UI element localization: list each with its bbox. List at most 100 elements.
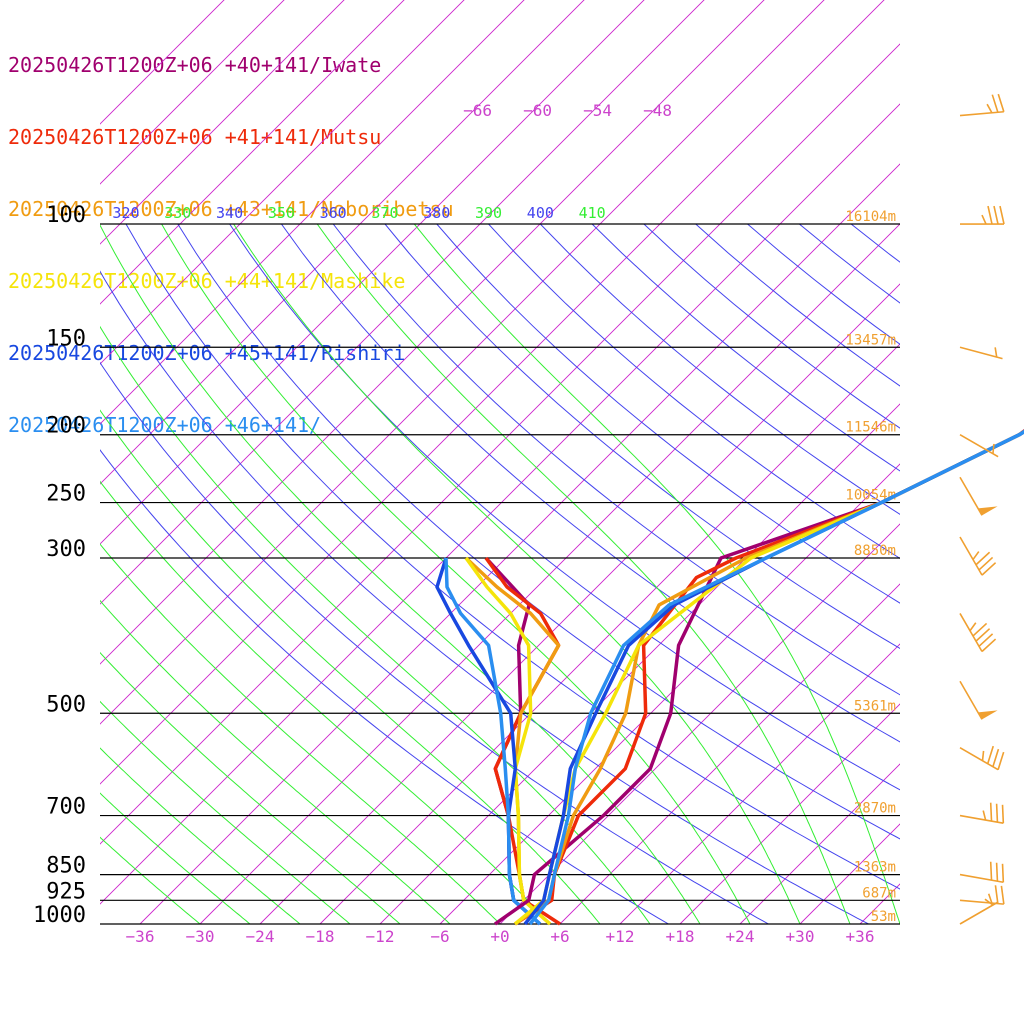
height-label: 53m	[871, 909, 896, 925]
isotherm-top-label: −60	[523, 101, 552, 120]
axis-labels: 100 16104m 150 13457m 200 11546m 250 10054m 300 8…	[33, 101, 896, 946]
isotherm-top-label: −66	[463, 101, 492, 120]
chart-legend: 20250426T1200Z+06 +40+141/Iwate 20250426…	[8, 5, 454, 461]
dewpoint-line	[464, 556, 552, 926]
temperature-tick-label: +24	[726, 927, 755, 946]
legend-entry-mutsu: 20250426T1200Z+06 +41+141/Mutsu	[8, 125, 382, 149]
isotherm-line	[100, 0, 345, 245]
pressure-tick-label: 300	[46, 537, 86, 562]
wind-barbs	[959, 93, 1005, 925]
isotherm-line	[679, 703, 900, 924]
temperature-line	[514, 429, 1024, 926]
dewpoint-line	[444, 557, 542, 926]
isotherm-top-label: −54	[583, 101, 612, 120]
wind-barb	[959, 93, 1005, 117]
wind-barb	[959, 536, 997, 576]
theta-label: 370	[371, 204, 398, 222]
temperature-tick-label: +30	[786, 927, 815, 946]
temperature-tick-label: +6	[550, 927, 569, 946]
isotherm-line	[259, 283, 900, 924]
moist-adiabat-line	[100, 836, 201, 924]
isotherm-line	[100, 0, 465, 365]
isotherm-line	[559, 583, 900, 924]
temperature-tick-label: −36	[126, 927, 155, 946]
theta-label: 340	[216, 204, 243, 222]
wind-barb	[959, 476, 998, 516]
theta-label: 390	[475, 204, 502, 222]
temperature-tick-label: +18	[666, 927, 695, 946]
theta-label: 400	[527, 204, 554, 222]
isotherm-line	[100, 0, 285, 185]
height-label: 11546m	[845, 420, 896, 436]
wind-barb	[959, 885, 1005, 905]
temperature-tick-label: +36	[846, 927, 875, 946]
dry-adiabat-line	[125, 224, 900, 890]
moist-adiabat-line	[316, 224, 851, 924]
height-label: 5361m	[854, 698, 896, 714]
wind-barb	[959, 346, 1003, 360]
dry-adiabat-line	[695, 224, 900, 387]
isotherm-line	[100, 103, 900, 905]
moist-adiabat-line	[413, 224, 900, 924]
isotherm-line	[100, 0, 405, 305]
dry-adiabat-line	[591, 224, 900, 472]
temperature-line	[523, 429, 1024, 926]
temperature-tick-label: −6	[430, 927, 449, 946]
wind-barb	[959, 613, 997, 653]
isotherm-line	[379, 403, 900, 924]
wind-barb	[959, 434, 999, 458]
theta-label: 360	[320, 204, 347, 222]
dry-adiabat-line	[229, 224, 900, 791]
temperature-tick-label: −30	[186, 927, 215, 946]
legend-entry-mashike: 20250426T1200Z+06 +44+141/Mashike	[8, 269, 406, 293]
pressure-tick-label: 850	[46, 854, 86, 879]
dry-adiabat-grid	[100, 224, 1024, 924]
temperature-tick-label: −24	[246, 927, 275, 946]
dry-adiabat-line	[100, 361, 769, 924]
height-label: 10054m	[845, 488, 896, 504]
height-label: 1363m	[854, 860, 896, 876]
temperature-line	[513, 429, 1024, 926]
isotherm-line	[499, 523, 900, 924]
legend-entry-iwate: 20250426T1200Z+06 +40+141/Iwate	[8, 53, 382, 77]
theta-label: 330	[164, 204, 191, 222]
legend-entry-46-141: 20250426T1200Z+06 +46+141/	[8, 413, 322, 437]
height-label: 16104m	[845, 209, 896, 225]
sounding-profiles	[435, 429, 1024, 926]
height-label: 2870m	[854, 801, 896, 817]
dry-adiabat-line	[903, 224, 1024, 924]
temperature-tick-label: +0	[490, 927, 509, 946]
pressure-tick-label: 100	[46, 203, 86, 228]
isotherm-top-label: −48	[643, 101, 672, 120]
theta-label: 410	[579, 204, 606, 222]
temperature-tick-label: −18	[306, 927, 335, 946]
dry-adiabat-line	[332, 224, 900, 696]
temperature-tick-label: −12	[366, 927, 395, 946]
isotherm-line	[319, 343, 900, 924]
dry-adiabat-line	[280, 224, 900, 743]
height-label: 13457m	[845, 332, 896, 348]
pressure-tick-label: 1000	[33, 903, 86, 928]
wind-barb	[959, 898, 999, 925]
pressure-tick-label: 925	[46, 879, 86, 904]
isotherm-line	[100, 0, 225, 125]
isotherm-line	[859, 883, 900, 924]
pressure-tick-label: 200	[46, 414, 86, 439]
isotherm-line	[100, 43, 900, 845]
pressure-tick-label: 700	[46, 795, 86, 820]
isotherm-line	[199, 223, 900, 924]
theta-label: 350	[268, 204, 295, 222]
wind-barb	[959, 861, 1005, 884]
theta-label: 380	[423, 204, 450, 222]
legend-entry-noboribetsu: 20250426T1200Z+06 +43+141/Noboribetsu	[8, 197, 454, 221]
theta-label: 320	[112, 204, 139, 222]
temperature-line	[528, 429, 1024, 926]
wind-barb	[959, 680, 998, 720]
isotherm-line	[619, 643, 900, 924]
isotherm-line	[799, 823, 900, 924]
height-label: 8850m	[854, 543, 896, 559]
wind-barb	[959, 802, 1005, 824]
dry-adiabat-line	[955, 224, 1024, 924]
wind-barb	[960, 205, 1005, 225]
